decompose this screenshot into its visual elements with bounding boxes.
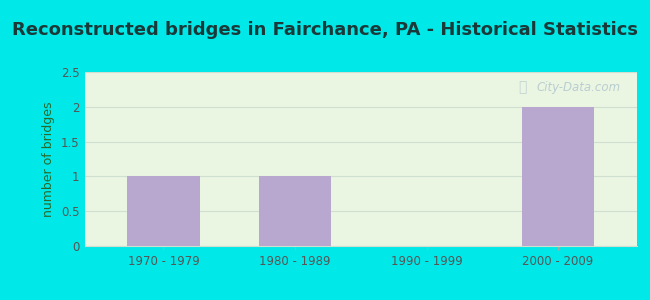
Text: Reconstructed bridges in Fairchance, PA - Historical Statistics: Reconstructed bridges in Fairchance, PA …: [12, 21, 638, 39]
Bar: [259, 176, 331, 246]
Text: ⌕: ⌕: [518, 81, 527, 95]
Y-axis label: number of bridges: number of bridges: [42, 101, 55, 217]
Bar: [522, 107, 594, 246]
Text: City-Data.com: City-Data.com: [536, 81, 620, 94]
Bar: [127, 176, 200, 246]
